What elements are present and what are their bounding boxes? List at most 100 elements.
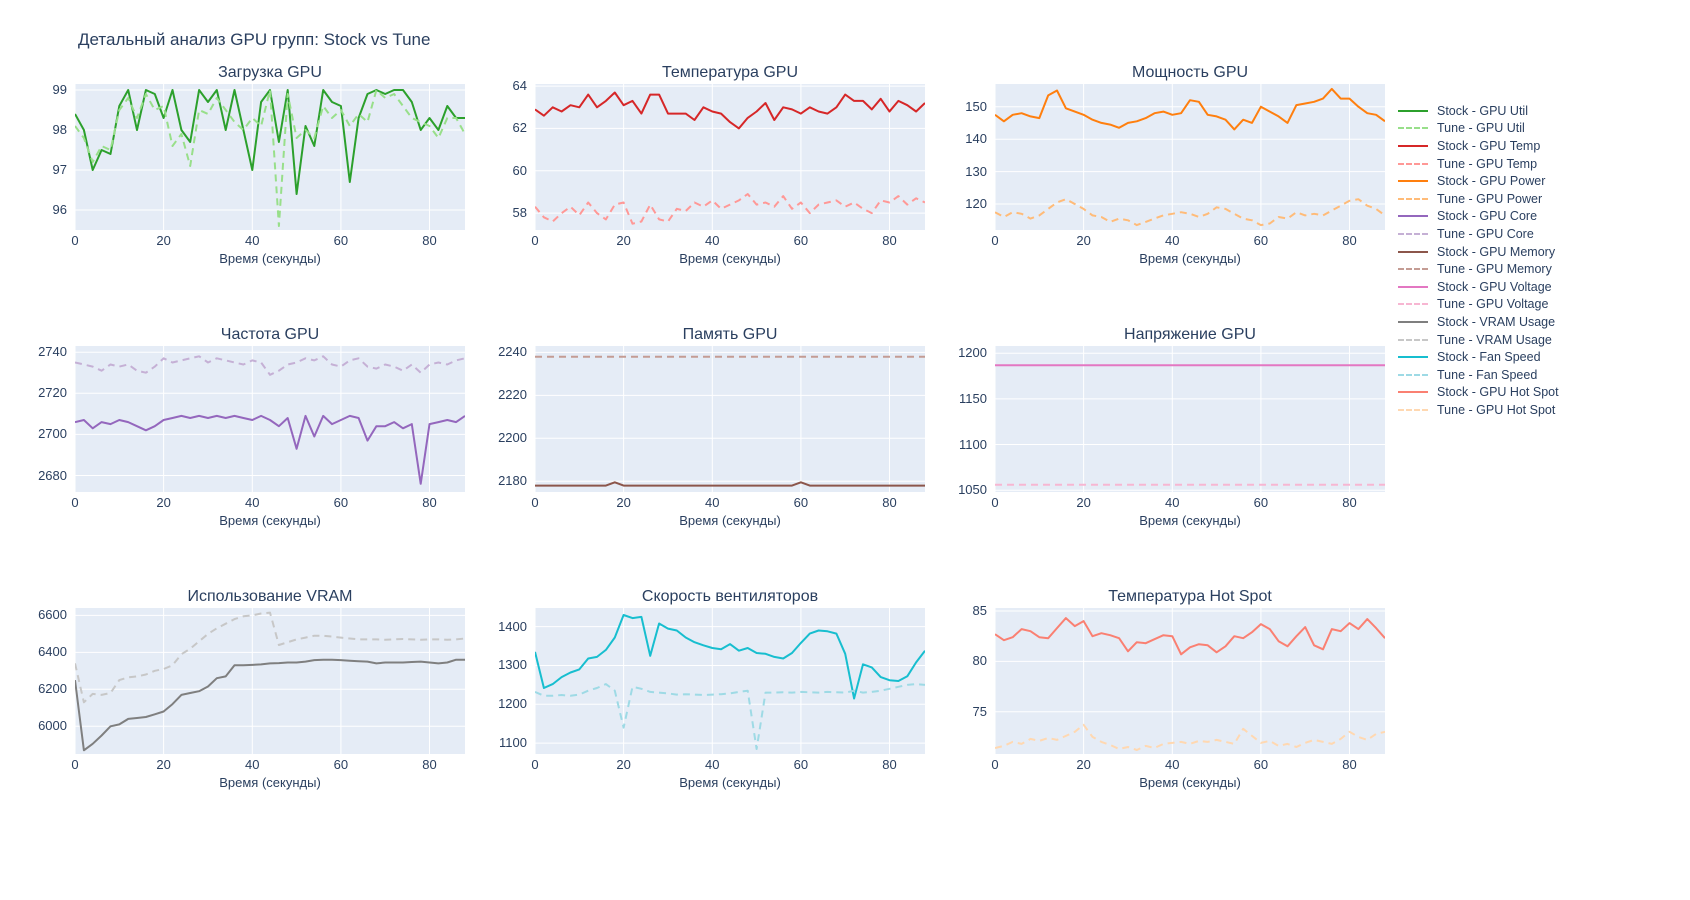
legend-swatch [1398,215,1428,218]
legend-swatch [1398,391,1428,394]
subplot-title: Загрузка GPU [218,64,322,81]
y-tick-label: 2740 [38,344,67,360]
y-tick-label: 1050 [958,482,987,498]
legend-item[interactable]: Tune - GPU Temp [1398,155,1559,173]
plot-area[interactable] [995,84,1385,230]
y-axis-ticks: 96 97 98 99 [20,82,75,230]
legend-label: Tune - GPU Hot Spot [1437,402,1556,417]
legend-item[interactable]: Tune - GPU Power [1398,190,1559,208]
y-tick-label: 1150 [959,390,987,406]
legend-item[interactable]: Stock - GPU Memory [1398,243,1559,261]
x-tick-label: 40 [1165,757,1180,772]
y-axis-ticks: 2680 2700 2720 2740 [20,344,75,492]
legend-item[interactable]: Tune - GPU Core [1398,225,1559,243]
subplot-title: Использование VRAM [187,588,353,605]
subplot-gpu-power: Мощность GPU 120 130 140 150 0 20 40 60 80 Врем… [940,62,1385,272]
x-tick-label: 60 [793,233,809,248]
legend-item[interactable]: Tune - GPU Voltage [1398,296,1559,314]
legend-item[interactable]: Stock - GPU Voltage [1398,278,1559,296]
x-tick-label: 40 [245,495,260,510]
x-tick-label: 0 [71,495,79,510]
x-tick-label: 20 [156,495,171,510]
chart-canvas [75,608,465,754]
x-tick-label: 40 [705,757,720,772]
legend-swatch [1398,268,1428,271]
legend-item[interactable]: Stock - VRAM Usage [1398,313,1559,331]
legend-label: Tune - GPU Temp [1437,156,1538,171]
x-tick-label: 0 [71,233,79,248]
legend-item[interactable]: Stock - GPU Power [1398,172,1559,190]
subplot-gpu-voltage: Напряжение GPU 1050 1100 1150 1200 0 20 40 60 8… [940,324,1385,534]
x-axis-ticks: 0 20 40 60 80 [71,230,465,248]
subplot-fan-speed: Скорость вентиляторов 1100 1200 1300 1400 0… [480,586,925,796]
x-tick-label: 80 [1342,233,1357,248]
y-axis-ticks: 120 130 140 150 [940,84,995,230]
x-axis-ticks: 0 20 40 60 80 [991,230,1385,248]
x-axis-ticks: 0 20 40 60 80 [991,754,1385,772]
x-axis-title: Время (секунды) [679,775,781,790]
plot-area[interactable] [995,346,1385,492]
y-tick-label: 2220 [498,387,527,403]
subplot-gpu-memory: Память GPU 2180 2200 2220 2240 0 20 40 60 80 Вр… [480,324,925,534]
legend-item[interactable]: Stock - GPU Util [1398,102,1559,120]
subplot-title: Скорость вентиляторов [641,588,819,605]
x-tick-label: 0 [531,233,539,248]
plot-area[interactable] [535,608,925,754]
y-tick-label: 6400 [38,644,67,660]
legend-swatch [1398,356,1428,359]
legend-item[interactable]: Tune - VRAM Usage [1398,331,1559,349]
subplot-title: Память GPU [682,326,778,343]
legend-label: Stock - GPU Core [1437,209,1538,224]
plot-area[interactable] [535,84,925,230]
x-tick-label: 0 [991,495,999,510]
legend-swatch [1398,232,1428,235]
y-tick-label: 80 [972,653,987,669]
x-tick-label: 20 [156,233,171,248]
legend-item[interactable]: Tune - GPU Hot Spot [1398,401,1559,419]
y-axis-ticks: 1050 1100 1150 1200 [940,345,995,497]
x-tick-label: 20 [616,757,631,772]
legend-item[interactable]: Stock - GPU Hot Spot [1398,384,1559,402]
y-tick-label: 1200 [958,345,987,361]
subplot-title: Напряжение GPU [1124,326,1256,343]
x-tick-label: 20 [1076,757,1091,772]
y-tick-label: 2240 [498,344,527,360]
plot-area[interactable] [75,608,465,754]
y-tick-label: 130 [965,163,987,179]
legend-label: Tune - Fan Speed [1437,367,1538,382]
x-tick-label: 60 [1253,233,1269,248]
legend-swatch [1398,303,1428,306]
subplot-gpu-temp: Температура GPU 58 60 62 64 0 20 40 60 80 Время… [480,62,925,272]
legend-item[interactable]: Tune - GPU Util [1398,120,1559,138]
plot-area[interactable] [995,608,1385,754]
plot-area[interactable] [75,84,465,230]
plot-area[interactable] [535,346,925,492]
plot-area[interactable] [75,346,465,492]
y-tick-label: 1100 [959,436,987,452]
legend-label: Stock - GPU Memory [1437,244,1556,259]
x-axis-title: Время (секунды) [1139,251,1241,266]
x-tick-label: 80 [1342,757,1357,772]
legend-item[interactable]: Stock - GPU Core [1398,208,1559,226]
x-tick-label: 20 [1076,495,1091,510]
legend-label: Stock - GPU Power [1437,174,1546,189]
y-tick-label: 140 [965,131,987,147]
x-axis-ticks: 0 20 40 60 80 [71,492,465,510]
legend-item[interactable]: Tune - Fan Speed [1398,366,1559,384]
charts-grid: Загрузка GPU 96 97 98 99 0 20 40 60 80 Время (с… [20,62,1385,796]
x-axis-ticks: 0 20 40 60 80 [531,492,925,510]
y-tick-label: 2720 [38,385,67,401]
subplot-hot-spot: Температура Hot Spot 75 80 85 0 20 40 60 80 Вр… [940,586,1385,796]
legend-item[interactable]: Stock - GPU Temp [1398,137,1559,155]
legend-label: Tune - GPU Voltage [1437,297,1549,312]
y-tick-label: 2200 [498,430,527,446]
legend-item[interactable]: Tune - GPU Memory [1398,260,1559,278]
legend-item[interactable]: Stock - Fan Speed [1398,348,1559,366]
x-tick-label: 0 [531,757,539,772]
y-tick-label: 150 [965,98,987,114]
x-tick-label: 0 [991,757,999,772]
chart-canvas [995,608,1385,754]
y-tick-label: 62 [512,120,527,136]
page-title: Детальный анализ GPU групп: Stock vs Tun… [78,30,431,49]
x-tick-label: 60 [793,757,809,772]
